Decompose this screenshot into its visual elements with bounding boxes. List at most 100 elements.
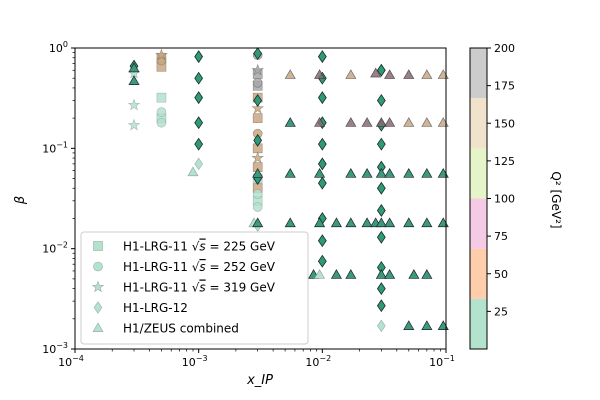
data-point xyxy=(252,167,264,178)
data-point xyxy=(408,269,420,279)
data-point xyxy=(128,75,140,85)
legend-label: H1/ZEUS combined xyxy=(123,322,239,336)
data-point xyxy=(187,166,199,177)
data-point xyxy=(194,157,203,171)
data-point xyxy=(345,269,357,279)
data-point xyxy=(194,71,204,85)
data-point xyxy=(361,217,373,228)
data-point xyxy=(330,217,342,228)
colorbar-label: Q² [GeV²] xyxy=(549,171,563,228)
colorbar-tick-label: 25 xyxy=(494,305,508,318)
colorbar-tick-label: 175 xyxy=(494,80,515,93)
data-point xyxy=(317,50,327,64)
data-point xyxy=(317,137,327,151)
data-point xyxy=(314,69,326,79)
colorbar-tick-label: 75 xyxy=(494,230,508,243)
data-point xyxy=(376,181,386,195)
data-point xyxy=(314,269,326,279)
data-point xyxy=(421,269,433,279)
data-point xyxy=(253,93,263,107)
colorbar-tick-label: 50 xyxy=(494,268,508,281)
data-point xyxy=(384,269,396,279)
y-tick-label: 100 xyxy=(49,40,68,55)
data-point xyxy=(317,91,327,105)
data-point xyxy=(376,204,386,217)
data-point xyxy=(403,117,415,127)
legend-marker xyxy=(91,280,105,293)
data-point xyxy=(156,107,167,117)
colorbar-band xyxy=(470,248,487,299)
legend-label: H1-LRG-11 √s = 252 GeV xyxy=(123,260,276,274)
colorbar-band xyxy=(470,98,487,149)
data-point xyxy=(317,157,327,171)
data-point xyxy=(384,117,396,127)
legend-label: H1-LRG-12 xyxy=(123,301,188,315)
data-points xyxy=(127,47,449,333)
legend-label: H1-LRG-11 √s = 225 GeV xyxy=(123,240,276,254)
data-point xyxy=(251,101,264,114)
data-point xyxy=(376,93,386,107)
legend-marker xyxy=(93,261,103,272)
data-point xyxy=(403,320,415,330)
data-point xyxy=(384,217,396,228)
data-point xyxy=(194,91,204,105)
data-point xyxy=(252,113,263,123)
data-point xyxy=(421,320,433,330)
data-point xyxy=(403,69,415,79)
data-point xyxy=(251,151,264,164)
data-point xyxy=(127,118,141,131)
data-point xyxy=(345,167,357,178)
data-point xyxy=(437,320,449,330)
data-point xyxy=(284,217,296,228)
data-point xyxy=(437,117,449,127)
data-point xyxy=(284,117,296,127)
data-point xyxy=(314,117,326,127)
data-point xyxy=(370,67,382,78)
data-point xyxy=(156,92,167,103)
data-point xyxy=(194,137,204,151)
legend-box xyxy=(80,231,309,345)
colorbar-band xyxy=(470,48,487,99)
colorbar-tick-label: 125 xyxy=(494,155,515,168)
x-axis-label: x_IP xyxy=(246,373,273,388)
colorbar-band xyxy=(470,148,487,199)
legend-marker xyxy=(92,322,104,333)
legend-marker xyxy=(93,241,103,251)
colorbar-band xyxy=(470,198,487,249)
data-point xyxy=(375,269,387,279)
data-point xyxy=(437,167,449,178)
data-point xyxy=(361,117,373,127)
data-point xyxy=(155,48,168,61)
data-point xyxy=(317,234,327,248)
legend-marker xyxy=(93,301,103,314)
plot-frame xyxy=(74,47,447,350)
x-tick-label: 10−1 xyxy=(429,354,455,369)
data-point xyxy=(403,167,415,178)
data-point xyxy=(252,217,264,228)
data-point xyxy=(376,63,386,77)
data-point xyxy=(156,117,167,128)
data-point xyxy=(345,69,357,79)
data-point xyxy=(437,69,449,79)
data-point xyxy=(253,47,263,61)
data-point xyxy=(345,217,357,228)
data-point xyxy=(314,217,326,228)
data-point xyxy=(194,116,204,130)
y-axis-label: β xyxy=(13,196,28,205)
y-tick-label: 10−1 xyxy=(42,140,68,155)
x-axis-label-text: x_IP xyxy=(246,373,273,388)
data-point xyxy=(252,202,263,212)
data-point xyxy=(252,189,263,199)
data-point xyxy=(317,254,327,268)
data-point xyxy=(376,230,386,244)
colorbar-band xyxy=(470,298,487,349)
data-point xyxy=(253,133,263,147)
data-point xyxy=(317,176,327,190)
data-point xyxy=(252,77,263,88)
x-tick-label: 10−4 xyxy=(58,354,84,369)
data-point xyxy=(384,69,396,79)
data-point xyxy=(376,282,386,296)
legend: H1-LRG-11 √s = 225 GeV H1-LRG-11 √s = 252… xyxy=(80,231,309,345)
